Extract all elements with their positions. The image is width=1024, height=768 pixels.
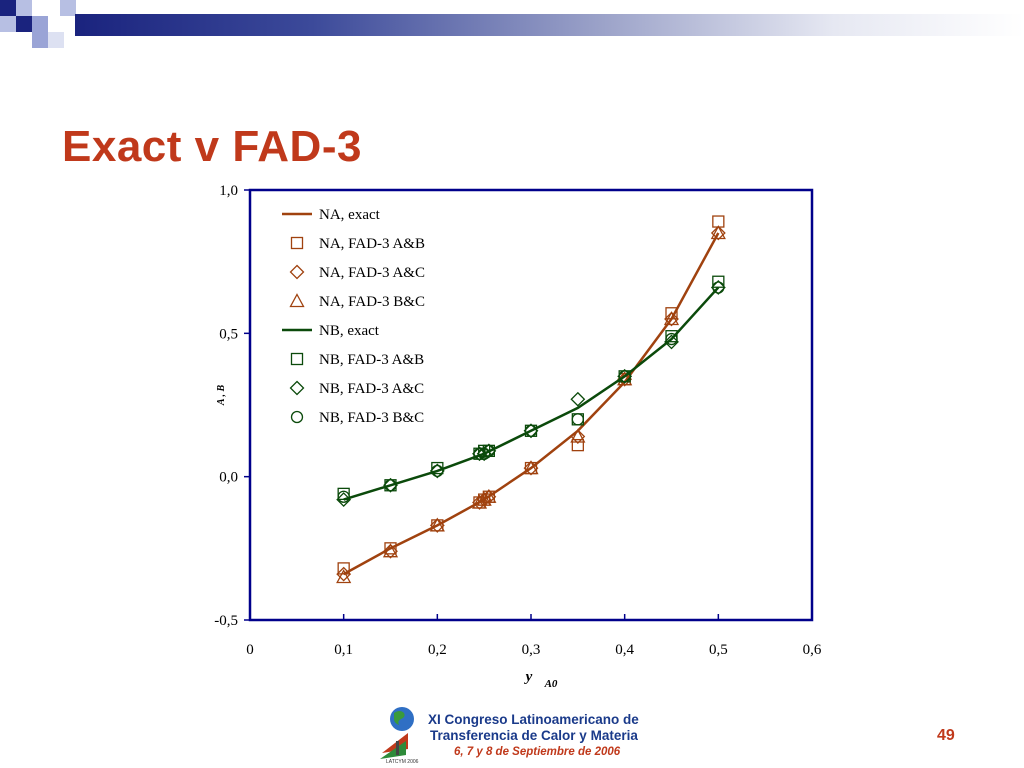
x-tick-label: 0,4 xyxy=(615,642,634,658)
data-point-diamond xyxy=(383,477,398,493)
data-point-diamond xyxy=(429,517,445,533)
data-point-triangle xyxy=(382,543,399,558)
plot-frame xyxy=(248,188,814,622)
data-point-square xyxy=(665,307,678,320)
legend-marker-swatch xyxy=(289,293,305,308)
data-point-circle xyxy=(712,281,725,294)
data-point-square xyxy=(665,330,678,343)
data-point-diamond xyxy=(617,371,633,387)
x-tick-label: 0,1 xyxy=(334,642,353,658)
data-point-square xyxy=(712,275,725,288)
data-point-circle xyxy=(482,444,496,458)
legend-label: NA, FAD-3 A&C xyxy=(319,265,425,281)
data-point-circle xyxy=(618,370,631,383)
data-point-circle xyxy=(524,424,538,437)
data-point-diamond xyxy=(383,543,398,559)
data-point-circle xyxy=(473,447,486,460)
data-point-diamond xyxy=(617,368,633,384)
legend-marker-swatch xyxy=(289,264,305,280)
legend-marker-swatch xyxy=(289,380,305,396)
data-point-triangle xyxy=(476,491,492,506)
x-tick-label: 0,3 xyxy=(522,642,541,658)
y-tick-label: 1,0 xyxy=(219,183,238,199)
data-point-triangle xyxy=(336,569,352,584)
y-tick-label: 0,0 xyxy=(219,470,238,486)
data-point-square xyxy=(337,562,350,575)
legend-label: NA, exact xyxy=(319,207,381,223)
data-point-triangle xyxy=(429,517,445,532)
conference-name-line1: XI Congreso Latinoamericano de xyxy=(428,712,639,727)
data-point-diamond xyxy=(570,391,586,407)
data-point-diamond xyxy=(523,423,539,439)
data-point-circle xyxy=(384,479,397,492)
data-point-circle xyxy=(665,332,678,346)
svg-text:LATCYM 2006: LATCYM 2006 xyxy=(386,759,419,765)
legend-marker-swatch xyxy=(290,352,304,366)
legend-label: NB, FAD-3 A&B xyxy=(319,352,424,368)
legend-label: NB, exact xyxy=(319,323,380,339)
data-point-triangle xyxy=(523,460,539,475)
data-point-diamond xyxy=(664,311,679,327)
data-point-triangle xyxy=(570,428,586,443)
y-tick-label: 0,5 xyxy=(219,326,238,342)
data-point-square xyxy=(431,461,444,475)
data-point-diamond xyxy=(336,492,352,508)
data-point-square xyxy=(571,438,584,452)
legend-marker-swatch xyxy=(290,236,304,250)
data-point-diamond xyxy=(336,566,352,582)
legend-label: NB, FAD-3 A&C xyxy=(319,381,424,397)
data-point-diamond xyxy=(710,280,726,295)
data-point-diamond xyxy=(523,460,539,476)
data-point-diamond xyxy=(476,446,492,462)
conference-dates: 6, 7 y 8 de Septiembre de 2006 xyxy=(454,746,621,758)
data-point-square xyxy=(384,542,397,555)
page-number: 49 xyxy=(937,727,955,744)
corner-decoration xyxy=(0,0,76,48)
y-axis-label: A , B xyxy=(216,385,227,407)
conference-logo: LATCYM 2006 xyxy=(380,707,419,765)
data-point-square xyxy=(337,487,350,501)
x-axis-label: y xyxy=(524,669,533,685)
data-point-triangle xyxy=(481,488,497,503)
data-point-circle xyxy=(337,490,350,503)
x-tick-label: 0,6 xyxy=(803,642,822,658)
header-bar xyxy=(75,14,1024,36)
series-line-4 xyxy=(343,286,720,501)
x-axis-label-subscript: A0 xyxy=(544,678,558,690)
data-point-diamond xyxy=(570,429,586,444)
x-tick-label: 0 xyxy=(246,642,254,658)
legend-marker-swatch xyxy=(290,410,304,424)
data-point-triangle xyxy=(663,311,680,326)
data-point-diamond xyxy=(710,225,726,241)
data-point-diamond xyxy=(664,334,679,350)
chart: 0 0,1 0,2 0,3 0,4 0,5 0,6 -0,5 0,0 0,5 1,0 y A0 A , B… xyxy=(214,183,822,690)
data-point-diamond xyxy=(429,463,445,479)
data-point-circle xyxy=(571,413,584,426)
x-tick-label: 0,2 xyxy=(428,642,447,658)
series-line-0 xyxy=(343,232,720,576)
data-point-triangle xyxy=(710,225,726,240)
legend-label: NA, FAD-3 B&C xyxy=(319,294,425,310)
legend-label: NB, FAD-3 B&C xyxy=(319,410,424,426)
conference-name-line2: Transferencia de Calor y Materia xyxy=(430,728,638,743)
x-tick-label: 0,5 xyxy=(709,642,728,658)
data-point-circle xyxy=(431,464,444,478)
legend-label: NA, FAD-3 A&B xyxy=(319,236,425,252)
slide-title: Exact v FAD-3 xyxy=(62,122,362,171)
y-tick-label: -0,5 xyxy=(214,613,238,629)
